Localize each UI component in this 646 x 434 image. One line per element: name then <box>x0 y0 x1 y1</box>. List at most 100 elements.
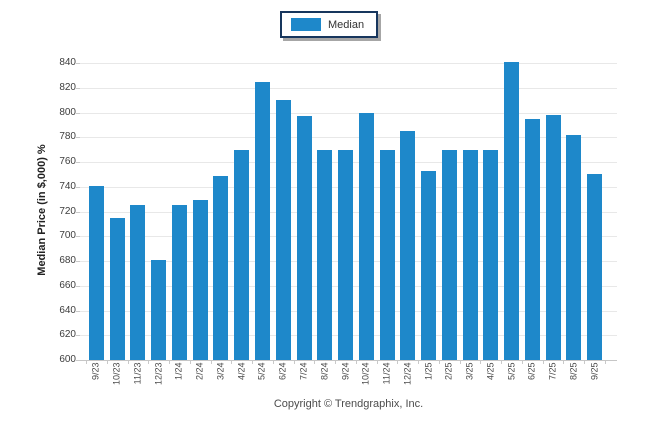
x-tick-label: 3/25 <box>464 362 475 381</box>
legend-swatch-median <box>291 18 321 31</box>
x-axis-tick <box>169 361 171 364</box>
x-axis-tick <box>335 361 337 364</box>
copyright-text: Copyright © Trendgraphix, Inc. <box>273 398 424 410</box>
x-axis-tick <box>480 361 482 364</box>
chart-bar-3/24 <box>213 175 229 360</box>
x-tick-label: 9/23 <box>90 362 101 381</box>
legend-label-median: Median <box>328 18 365 31</box>
chart-bar-7/25 <box>545 115 561 360</box>
chart-bar-1/24 <box>171 205 187 360</box>
y-axis-tick <box>76 285 80 287</box>
y-axis-tick <box>76 112 80 114</box>
x-tick-label: 1/25 <box>423 362 434 381</box>
bar-slot-2/25 <box>439 63 460 360</box>
x-axis-tick <box>86 361 87 364</box>
y-tick-label: 760 <box>59 156 76 167</box>
chart-bar-4/24 <box>234 149 250 360</box>
chart-bar-9/24 <box>338 149 354 360</box>
bar-slot-5/25 <box>501 61 522 360</box>
y-axis-tick <box>76 63 80 64</box>
y-tick-label: 640 <box>59 304 76 316</box>
bar-slot-3/25 <box>460 63 481 360</box>
x-tick-label: 4/24 <box>236 362 247 381</box>
bar-slot-2/24 <box>190 63 211 360</box>
y-tick-label: 800 <box>59 106 76 118</box>
x-axis-tick <box>397 361 399 364</box>
x-tick-label: 10/24 <box>360 362 371 386</box>
x-tick-label: 9/25 <box>589 362 600 381</box>
chart-bar-12/23 <box>151 259 167 360</box>
y-axis-tick <box>76 211 80 213</box>
x-tick-label: 2/25 <box>443 362 454 381</box>
gridline <box>80 87 617 89</box>
chart-bar-9/25 <box>587 174 603 360</box>
x-tick-label: 11/24 <box>381 362 392 385</box>
bar-slot-4/24 <box>231 63 252 360</box>
bars-row <box>80 61 617 360</box>
chart-bar-10/24 <box>358 112 374 360</box>
x-tick-label: 8/24 <box>319 362 330 381</box>
x-axis-tick <box>501 361 503 364</box>
x-axis-tick <box>605 361 606 364</box>
x-tick-label: 10/23 <box>111 362 122 386</box>
bar-slot-1/25 <box>418 63 439 360</box>
x-tick-label: 5/25 <box>506 362 517 381</box>
gridline <box>80 137 617 139</box>
bar-slot-6/24 <box>273 63 294 360</box>
chart-bar-4/25 <box>483 149 499 360</box>
bar-slot-8/25 <box>564 63 585 360</box>
x-axis-tick <box>521 361 523 364</box>
x-axis-tick <box>355 361 357 364</box>
bar-slot-5/24 <box>252 63 273 360</box>
chart-bar-1/25 <box>421 170 437 360</box>
x-tick-label: 3/24 <box>215 362 226 381</box>
y-axis-tick <box>76 236 80 238</box>
chart-bar-3/25 <box>462 149 478 360</box>
y-tick-label: 620 <box>59 329 76 341</box>
x-tick-label: 4/25 <box>485 362 496 381</box>
chart-bar-2/25 <box>441 149 457 360</box>
legend: Median <box>280 11 379 38</box>
chart-bar-8/24 <box>317 149 333 360</box>
x-axis-tick <box>438 361 440 364</box>
x-tick-label: 5/24 <box>256 362 267 381</box>
x-tick-label: 11/23 <box>132 362 143 385</box>
x-tick-label: 8/25 <box>568 362 579 381</box>
bar-slot-9/25 <box>584 63 605 360</box>
x-axis-tick <box>376 361 378 364</box>
x-axis-tick <box>106 361 108 364</box>
bar-slot-9/23 <box>86 63 107 360</box>
y-axis-tick <box>76 310 80 312</box>
chart-bar-6/25 <box>524 118 540 360</box>
x-axis-tick <box>293 361 295 364</box>
chart-bar-11/24 <box>379 149 395 360</box>
bar-slot-9/24 <box>335 63 356 360</box>
x-tick-label: 2/24 <box>194 362 205 381</box>
x-tick-label: 7/25 <box>547 362 558 381</box>
bar-slot-4/25 <box>481 63 502 360</box>
x-axis-tick <box>459 361 461 364</box>
x-axis-tick <box>563 361 565 364</box>
x-axis-tick <box>127 361 129 364</box>
y-tick-label: 740 <box>59 180 76 192</box>
y-tick-label: 600 <box>59 354 76 365</box>
x-tick-label: 6/24 <box>277 362 288 381</box>
x-axis-tick <box>148 361 150 364</box>
bar-slot-11/24 <box>377 63 398 360</box>
y-axis-tick <box>76 360 80 361</box>
y-axis-tick <box>76 261 80 262</box>
plot-area: 840 820 800 780 760 740 720 700 680 660 640 620 600 9… <box>59 57 617 385</box>
x-tick-label: 12/23 <box>153 362 164 386</box>
x-tick-label: 12/24 <box>402 362 413 386</box>
x-axis-tick <box>418 361 420 364</box>
bar-slot-6/25 <box>522 63 543 360</box>
y-tick-label: 720 <box>59 205 76 217</box>
bar-slot-11/23 <box>128 63 149 360</box>
bar-slot-3/24 <box>211 63 232 360</box>
x-axis-tick <box>542 361 544 364</box>
bar-slot-12/24 <box>397 63 418 360</box>
chart-bar-10/23 <box>109 217 125 360</box>
bar-slot-7/24 <box>294 63 315 360</box>
y-axis-tick <box>76 335 80 337</box>
